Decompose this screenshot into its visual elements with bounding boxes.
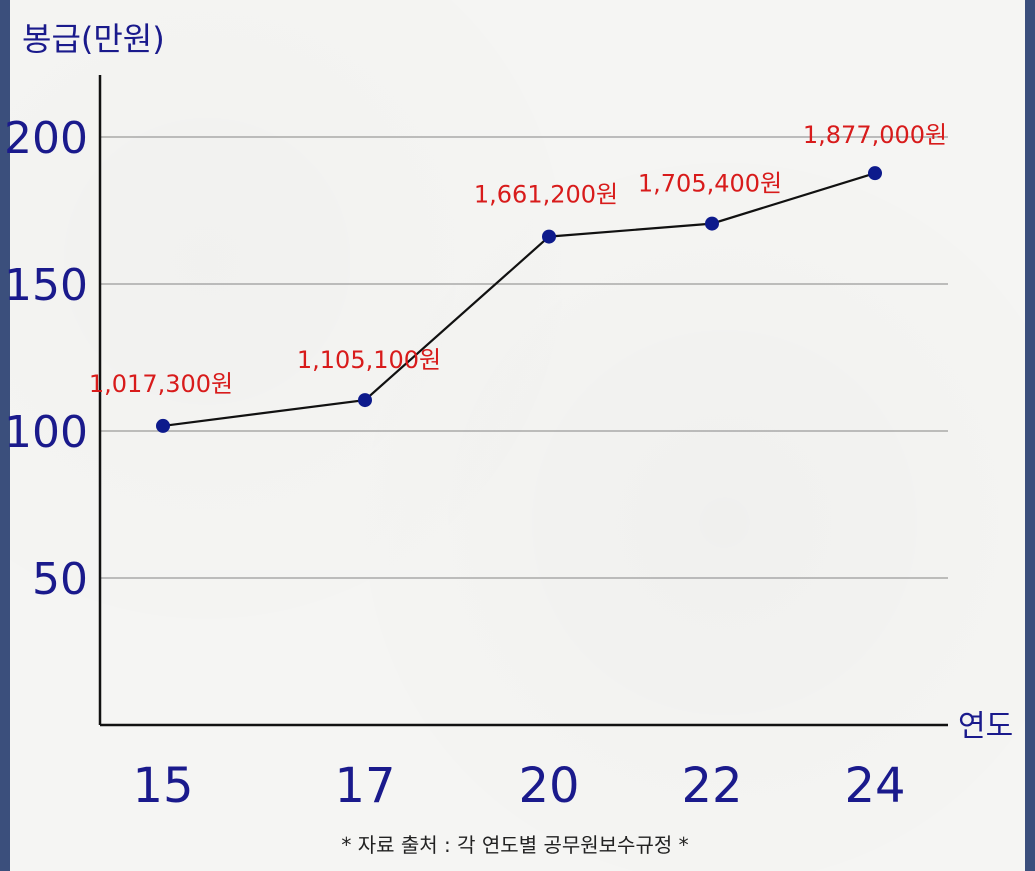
- y-tick-label: 200: [4, 113, 88, 164]
- data-label: 1,105,100원: [297, 346, 441, 374]
- x-axis-label: 연도: [958, 709, 1013, 744]
- data-point: [542, 229, 556, 244]
- y-tick-label: 50: [32, 554, 88, 605]
- y-tick-label: 150: [4, 260, 88, 311]
- x-tick-labels: 15 17 20 22 24: [132, 758, 905, 814]
- x-tick-label: 22: [681, 758, 742, 814]
- y-tick-label: 100: [4, 407, 88, 458]
- series-line: [162, 172, 876, 428]
- data-label: 1,661,200원: [474, 181, 618, 209]
- source-note: * 자료 출처 : 각 연도별 공무원보수규정 *: [341, 833, 688, 857]
- right-border: [1025, 0, 1035, 871]
- y-axis-label: 봉급(만원): [22, 20, 165, 58]
- x-tick-label: 17: [334, 758, 395, 814]
- x-tick-label: 15: [132, 758, 193, 814]
- data-labels: 1,017,300원 1,105,100원 1,661,200원 1,705,400원…: [89, 121, 947, 398]
- x-tick-label: 24: [844, 758, 905, 814]
- data-points: [156, 166, 882, 433]
- data-point: [156, 418, 170, 433]
- x-tick-label: 20: [518, 758, 579, 814]
- data-label: 1,705,400원: [638, 170, 782, 198]
- y-tick-labels: 50 100 150 200: [4, 113, 88, 605]
- gridlines: [100, 136, 948, 579]
- data-point: [358, 393, 372, 408]
- data-label: 1,017,300원: [89, 370, 233, 398]
- data-point: [868, 166, 882, 181]
- data-label: 1,877,000원: [803, 121, 947, 149]
- data-point: [705, 216, 719, 231]
- left-border: [0, 0, 10, 871]
